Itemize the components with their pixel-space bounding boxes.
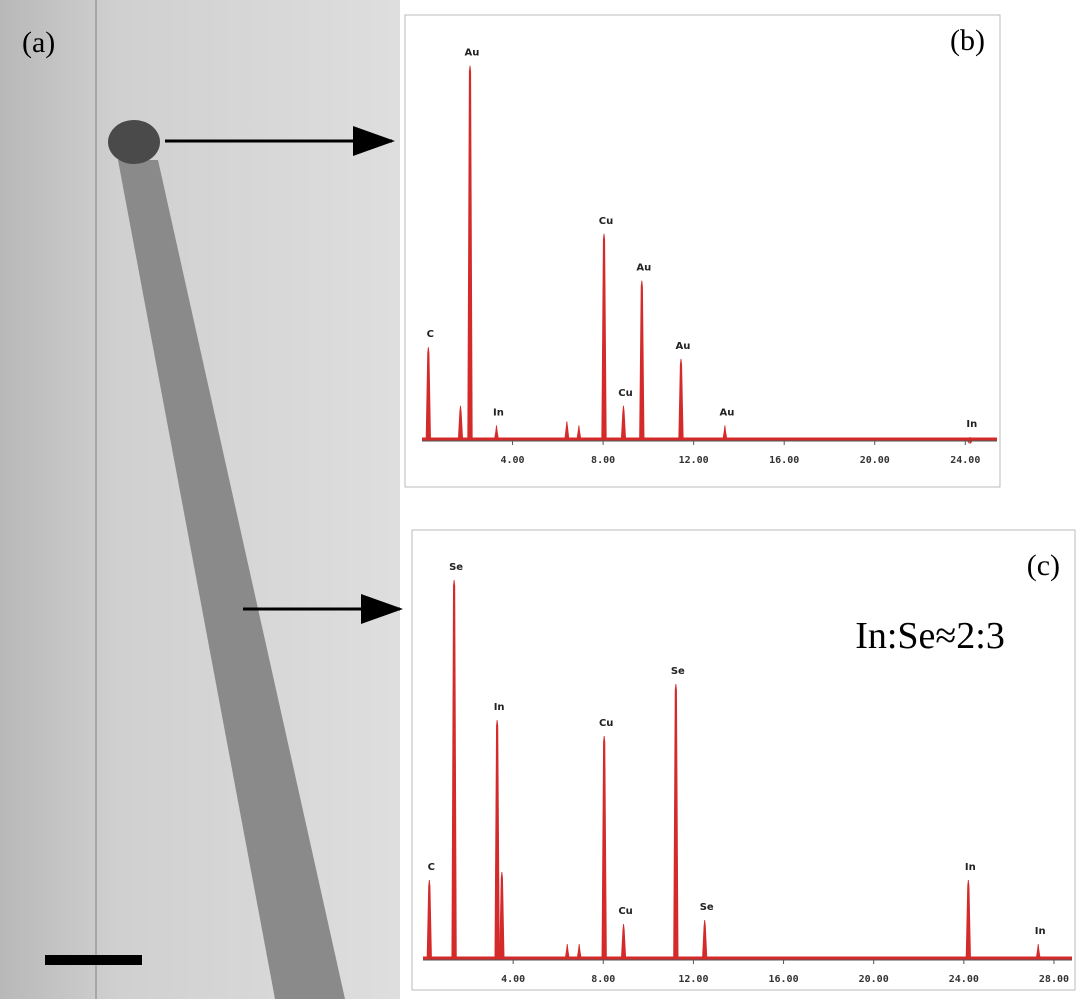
panel-label: (a) — [22, 26, 55, 59]
x-tick-label: 12.00 — [679, 455, 709, 466]
peak-label: Au — [465, 48, 480, 59]
peak-label: In — [494, 702, 505, 713]
panel-label: (b) — [950, 24, 985, 57]
peak-label: Cu — [599, 216, 613, 227]
scale-bar — [45, 955, 142, 965]
x-tick-label: 8.00 — [591, 455, 615, 466]
peak-label: C — [427, 329, 434, 340]
peak-label: Se — [700, 902, 714, 913]
x-tick-label: 16.00 — [769, 455, 799, 466]
peak-label: Au — [636, 263, 651, 274]
peak-label: Cu — [599, 718, 613, 729]
peak-label: Au — [719, 407, 734, 418]
x-tick-label: 16.00 — [769, 974, 799, 985]
panel-frame — [411, 529, 1076, 991]
x-tick-label: 4.00 — [501, 455, 525, 466]
peak-label: Au — [676, 341, 691, 352]
x-tick-label: 4.00 — [501, 974, 525, 985]
x-tick-label: 20.00 — [860, 455, 890, 466]
x-tick-label: 24.00 — [949, 974, 979, 985]
x-tick-label: 8.00 — [591, 974, 615, 985]
x-tick-label: 24.00 — [950, 455, 980, 466]
x-tick-label: 12.00 — [678, 974, 708, 985]
peak-label: C — [428, 862, 435, 873]
panel-frame — [404, 14, 1001, 488]
annotation: In:Se≈2:3 — [855, 615, 1005, 657]
panel-label: (c) — [1027, 549, 1060, 582]
peak-label: Se — [671, 666, 685, 677]
tem-image — [0, 0, 400, 999]
peak-label: Se — [449, 562, 463, 573]
peak-label: In — [493, 407, 504, 418]
peak-label: In — [966, 419, 977, 430]
x-tick-label: 28.00 — [1039, 974, 1069, 985]
x-tick-label: 20.00 — [859, 974, 889, 985]
peak-label: In — [1035, 926, 1046, 937]
peak-label: Cu — [618, 906, 632, 917]
peak-label: Cu — [618, 388, 632, 399]
peak-label: In — [965, 862, 976, 873]
